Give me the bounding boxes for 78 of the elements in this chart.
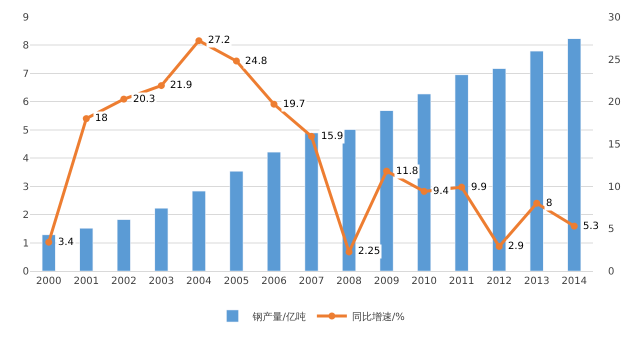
data-label: 24.8 xyxy=(245,56,268,67)
legend-label: 钢产量/亿吨 xyxy=(252,310,306,323)
point xyxy=(383,168,390,175)
data-label: 15.9 xyxy=(321,131,344,142)
point xyxy=(270,100,278,108)
bar xyxy=(267,152,281,271)
point xyxy=(120,96,128,103)
y2-tick-label: 30 xyxy=(608,12,621,24)
point xyxy=(158,82,165,90)
point xyxy=(420,188,428,195)
y-tick-label: 5 xyxy=(22,125,29,136)
bar xyxy=(192,190,206,271)
point xyxy=(308,132,315,140)
x-tick-label: 2000 xyxy=(36,276,62,287)
point xyxy=(232,58,240,65)
data-label: 9.9 xyxy=(471,182,487,193)
y-tick-label: 1 xyxy=(22,238,29,250)
data-label: 20.3 xyxy=(133,94,156,105)
bar xyxy=(417,94,431,271)
x-tick-label: 2002 xyxy=(111,276,137,287)
y2-tick-label: 0 xyxy=(608,266,614,278)
point xyxy=(82,115,90,122)
legend-label: 同比增速/% xyxy=(352,310,405,323)
bar xyxy=(530,50,544,271)
y2-tick-label: 10 xyxy=(608,182,621,193)
x-tick-label: 2014 xyxy=(562,276,587,287)
data-label: 9.4 xyxy=(433,186,449,197)
data-label: 8 xyxy=(546,198,552,209)
x-tick-label: 2008 xyxy=(336,276,362,287)
x-tick-label: 2012 xyxy=(486,276,512,287)
bar xyxy=(230,171,244,271)
x-tick-label: 2003 xyxy=(148,276,174,287)
y2-tick-label: 15 xyxy=(608,140,621,150)
x-tick-label: 2007 xyxy=(298,276,324,287)
x-tick-label: 2010 xyxy=(411,276,437,287)
data-label: 2.9 xyxy=(508,241,524,252)
bar xyxy=(117,219,131,271)
data-label: 21.9 xyxy=(170,80,192,91)
y-tick-label: 4 xyxy=(22,154,29,165)
bar xyxy=(304,132,318,271)
bar xyxy=(342,129,356,271)
point xyxy=(346,248,353,256)
point xyxy=(533,200,540,207)
y-tick-label: 2 xyxy=(22,210,29,222)
bar xyxy=(154,208,168,271)
point xyxy=(570,222,578,230)
y-tick-label: 8 xyxy=(22,40,29,52)
x-tick-label: 2004 xyxy=(186,276,212,287)
point xyxy=(45,238,52,246)
bar xyxy=(380,110,394,271)
y2-tick-label: 25 xyxy=(608,54,621,66)
y-tick-label: 0 xyxy=(22,266,29,278)
y2-tick-label: 20 xyxy=(608,97,621,108)
point xyxy=(458,184,466,191)
y-tick-label: 3 xyxy=(22,182,29,193)
y-tick-label: 9 xyxy=(22,12,29,24)
y-tick-label: 7 xyxy=(22,68,29,80)
data-label: 2.25 xyxy=(358,246,380,257)
data-label: 5.3 xyxy=(583,221,599,232)
y2-tick-label: 5 xyxy=(608,224,614,236)
point xyxy=(496,242,503,250)
point xyxy=(195,37,202,44)
x-tick-label: 2006 xyxy=(261,276,287,287)
data-label: 11.8 xyxy=(396,166,418,177)
bar xyxy=(454,74,468,271)
bar xyxy=(492,68,506,271)
bar xyxy=(79,228,94,271)
data-label: 19.7 xyxy=(283,99,306,110)
x-tick-label: 2001 xyxy=(74,276,100,287)
x-tick-label: 2009 xyxy=(374,276,400,287)
data-label: 18 xyxy=(95,113,108,124)
y-tick-label: 6 xyxy=(22,97,29,108)
x-tick-label: 2005 xyxy=(224,276,250,287)
x-tick-label: 2013 xyxy=(524,276,550,287)
data-label: 3.4 xyxy=(58,237,74,248)
x-tick-label: 2011 xyxy=(448,276,474,287)
bar xyxy=(567,38,582,271)
data-label: 27.2 xyxy=(208,35,230,46)
